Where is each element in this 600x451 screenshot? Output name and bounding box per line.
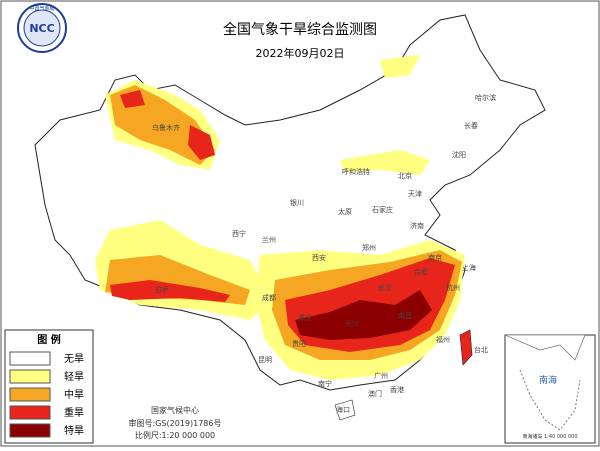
city-label: 银川 xyxy=(290,198,304,207)
city-label: 长春 xyxy=(464,121,478,130)
legend-label: 中旱 xyxy=(64,388,84,401)
legend-swatch xyxy=(9,405,51,420)
logo-text: NCC xyxy=(29,22,54,35)
city-label: 合肥 xyxy=(414,267,428,276)
footer-approval: 审图号:GS(2019)1786号 xyxy=(129,418,222,428)
city-label: 南京 xyxy=(428,253,442,262)
city-label: 西安 xyxy=(312,253,326,262)
city-label: 济南 xyxy=(410,221,424,230)
city-label: 乌鲁木齐 xyxy=(152,123,180,132)
city-label: 呼和浩特 xyxy=(342,167,370,176)
logo: NCC 中国气象局 xyxy=(17,3,67,53)
city-label: 南宁 xyxy=(318,379,332,388)
city-label: 拉萨 xyxy=(155,285,169,294)
city-label: 海口 xyxy=(336,405,350,414)
legend-title: 图 例 xyxy=(37,333,60,346)
legend-label: 轻旱 xyxy=(64,370,84,383)
city-label: 台北 xyxy=(474,345,488,354)
city-label: 长沙 xyxy=(345,319,359,328)
logo-org: 中国气象局 xyxy=(29,5,54,12)
footer: 国家气候中心 审图号:GS(2019)1786号 比例尺:1:20 000 00… xyxy=(129,405,222,440)
city-label: 杭州 xyxy=(446,283,460,292)
legend-label: 无旱 xyxy=(64,353,84,365)
footer-scale: 比例尺:1:20 000 000 xyxy=(135,430,215,440)
inset-scale: 南海诸岛 1:40 000 000 xyxy=(522,433,577,440)
city-label: 哈尔滨 xyxy=(475,93,496,102)
city-label: 兰州 xyxy=(262,235,276,244)
city-labels: 北京 天津 石家庄 太原 济南 郑州 西安 兰州 西宁 银川 呼和浩特 乌鲁木齐… xyxy=(152,93,496,414)
city-label: 西宁 xyxy=(232,229,246,238)
city-label: 沈阳 xyxy=(452,150,466,159)
legend-swatch xyxy=(9,369,51,384)
inset: 南海 南海诸岛 1:40 000 000 xyxy=(504,334,596,444)
china-map xyxy=(34,14,546,421)
legend-swatch xyxy=(9,423,51,438)
legend-swatch xyxy=(9,387,51,402)
city-label: 北京 xyxy=(398,171,412,180)
city-label: 上海 xyxy=(462,263,476,272)
city-label: 贵阳 xyxy=(292,339,306,348)
city-label: 澳门 xyxy=(368,389,382,398)
city-label: 香港 xyxy=(390,385,404,394)
inset-label: 南海 xyxy=(539,374,557,386)
city-label: 郑州 xyxy=(362,244,376,252)
city-label: 武汉 xyxy=(378,283,392,292)
title: 全国气象干旱综合监测图 xyxy=(223,21,377,38)
city-label: 成都 xyxy=(262,293,276,302)
city-label: 石家庄 xyxy=(372,205,393,214)
legend-label: 重旱 xyxy=(64,406,84,419)
footer-org: 国家气候中心 xyxy=(151,405,199,415)
city-label: 南昌 xyxy=(398,311,412,320)
city-label: 福州 xyxy=(436,335,450,344)
legend-swatch xyxy=(9,351,51,366)
legend-label: 特旱 xyxy=(64,425,84,437)
city-label: 太原 xyxy=(338,207,352,216)
city-label: 天津 xyxy=(408,190,422,198)
city-label: 昆明 xyxy=(258,356,272,364)
city-label: 广州 xyxy=(374,371,388,380)
date: 2022年09月02日 xyxy=(256,46,345,60)
city-label: 重庆 xyxy=(298,313,312,322)
